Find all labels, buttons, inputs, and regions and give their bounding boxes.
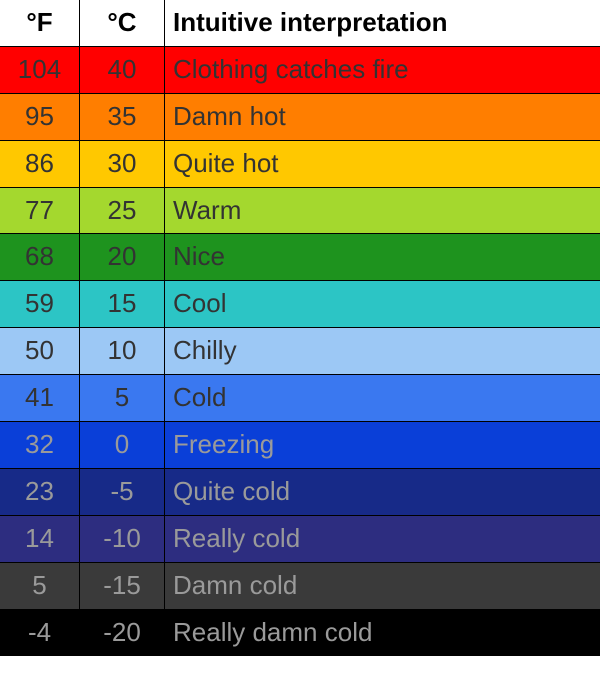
cell-interpretation: Chilly bbox=[165, 328, 600, 374]
cell-celsius: 5 bbox=[80, 375, 165, 421]
cell-fahrenheit: 86 bbox=[0, 141, 80, 187]
cell-interpretation: Really damn cold bbox=[165, 610, 600, 656]
cell-celsius: 25 bbox=[80, 188, 165, 234]
cell-celsius: 0 bbox=[80, 422, 165, 468]
cell-celsius: 20 bbox=[80, 234, 165, 280]
table-row: 5010Chilly bbox=[0, 327, 600, 374]
cell-interpretation: Freezing bbox=[165, 422, 600, 468]
cell-fahrenheit: 59 bbox=[0, 281, 80, 327]
header-fahrenheit: °F bbox=[0, 0, 80, 46]
cell-interpretation: Nice bbox=[165, 234, 600, 280]
cell-celsius: 35 bbox=[80, 94, 165, 140]
table-header-row: °F °C Intuitive interpretation bbox=[0, 0, 600, 46]
cell-interpretation: Damn cold bbox=[165, 563, 600, 609]
table-row: 320Freezing bbox=[0, 421, 600, 468]
cell-fahrenheit: -4 bbox=[0, 610, 80, 656]
cell-celsius: -10 bbox=[80, 516, 165, 562]
cell-celsius: -15 bbox=[80, 563, 165, 609]
cell-celsius: -5 bbox=[80, 469, 165, 515]
table-row: 23-5Quite cold bbox=[0, 468, 600, 515]
cell-fahrenheit: 5 bbox=[0, 563, 80, 609]
table-row: 6820Nice bbox=[0, 233, 600, 280]
cell-fahrenheit: 95 bbox=[0, 94, 80, 140]
cell-interpretation: Cold bbox=[165, 375, 600, 421]
table-row: 5915Cool bbox=[0, 280, 600, 327]
table-row: 10440Clothing catches fire bbox=[0, 46, 600, 93]
cell-interpretation: Really cold bbox=[165, 516, 600, 562]
table-row: -4-20Really damn cold bbox=[0, 609, 600, 657]
cell-celsius: 10 bbox=[80, 328, 165, 374]
cell-celsius: -20 bbox=[80, 610, 165, 656]
cell-celsius: 40 bbox=[80, 47, 165, 93]
cell-fahrenheit: 41 bbox=[0, 375, 80, 421]
table-row: 7725Warm bbox=[0, 187, 600, 234]
table-row: 9535Damn hot bbox=[0, 93, 600, 140]
cell-celsius: 30 bbox=[80, 141, 165, 187]
header-celsius: °C bbox=[80, 0, 165, 46]
cell-fahrenheit: 32 bbox=[0, 422, 80, 468]
cell-fahrenheit: 68 bbox=[0, 234, 80, 280]
temperature-table: °F °C Intuitive interpretation 10440Clot… bbox=[0, 0, 600, 656]
cell-celsius: 15 bbox=[80, 281, 165, 327]
cell-interpretation: Damn hot bbox=[165, 94, 600, 140]
table-row: 8630Quite hot bbox=[0, 140, 600, 187]
cell-fahrenheit: 50 bbox=[0, 328, 80, 374]
cell-interpretation: Quite hot bbox=[165, 141, 600, 187]
cell-interpretation: Quite cold bbox=[165, 469, 600, 515]
table-row: 14-10Really cold bbox=[0, 515, 600, 562]
cell-interpretation: Cool bbox=[165, 281, 600, 327]
cell-fahrenheit: 23 bbox=[0, 469, 80, 515]
cell-fahrenheit: 77 bbox=[0, 188, 80, 234]
table-row: 415Cold bbox=[0, 374, 600, 421]
table-row: 5-15Damn cold bbox=[0, 562, 600, 609]
cell-fahrenheit: 14 bbox=[0, 516, 80, 562]
cell-fahrenheit: 104 bbox=[0, 47, 80, 93]
cell-interpretation: Clothing catches fire bbox=[165, 47, 600, 93]
header-interpretation: Intuitive interpretation bbox=[165, 0, 600, 46]
cell-interpretation: Warm bbox=[165, 188, 600, 234]
